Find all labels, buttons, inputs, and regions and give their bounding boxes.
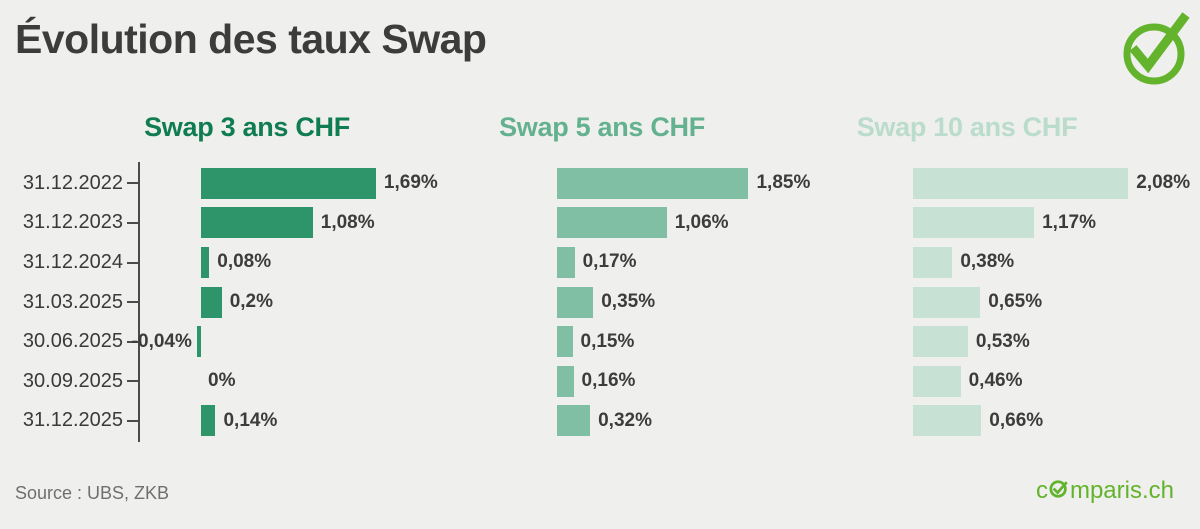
bar-value-label: 0,53% <box>975 330 1030 352</box>
date-label: 30.06.2025 <box>22 330 123 353</box>
bar-value-label: 0,35% <box>601 291 656 313</box>
bar <box>557 167 749 199</box>
bar-value-label: 0,17% <box>582 251 637 273</box>
axis-tick <box>127 182 139 185</box>
bar <box>201 167 376 199</box>
date-label: 30.09.2025 <box>22 369 123 392</box>
bar <box>913 326 968 358</box>
date-label: 31.12.2023 <box>22 211 123 234</box>
bar <box>201 405 216 437</box>
bar-value-label: 1,08% <box>320 211 375 233</box>
axis-tick <box>127 419 139 422</box>
bar-value-label: 1,85% <box>756 172 811 194</box>
category-axis-line <box>138 162 140 442</box>
axis-tick <box>127 301 139 304</box>
bar-value-label: 1,17% <box>1042 211 1096 233</box>
circle-check-small-icon <box>1049 479 1069 505</box>
date-label: 31.12.2024 <box>22 250 123 273</box>
logo-text-after: mparis.ch <box>1069 476 1174 504</box>
bar <box>913 167 1129 199</box>
bar <box>557 326 573 358</box>
series-header-swap-3ans: Swap 3 ans CHF <box>144 112 350 142</box>
bar <box>557 207 667 239</box>
logo-text-before: c <box>1035 476 1048 504</box>
bar-value-label: 0,16% <box>581 370 636 392</box>
bar-value-label: 0,14% <box>223 409 278 431</box>
bar <box>196 326 201 358</box>
bar-value-label: 1,69% <box>383 172 438 194</box>
bar <box>557 247 575 278</box>
axis-tick <box>127 340 139 343</box>
series-header-swap-10ans: Swap 10 ans CHF <box>856 112 1078 142</box>
bar <box>913 365 961 397</box>
date-label: 31.12.2025 <box>22 409 123 432</box>
bar-value-label: 0,08% <box>217 251 272 273</box>
page-title: Évolution des taux Swap <box>15 16 487 62</box>
bar-value-label: 1,06% <box>674 211 729 233</box>
bar <box>557 405 591 437</box>
axis-tick <box>127 221 139 224</box>
bar-value-label: 0% <box>208 370 236 392</box>
date-label: 31.03.2025 <box>22 290 123 313</box>
bar <box>201 247 210 278</box>
comparis-logo: c mparis.ch <box>1036 476 1174 505</box>
bar-value-label: 0,32% <box>598 409 652 431</box>
bar <box>557 365 574 397</box>
axis-tick <box>127 380 139 383</box>
source-note: Source : UBS, ZKB <box>15 483 170 503</box>
bar <box>201 207 313 239</box>
circle-check-icon <box>1112 10 1194 92</box>
bar <box>557 286 594 318</box>
bar-value-label: 0,15% <box>580 330 635 352</box>
bar-value-label: 0,2% <box>229 291 273 313</box>
date-label: 31.12.2022 <box>22 171 123 194</box>
bar-value-label: 0,66% <box>989 409 1044 431</box>
bar-value-label: 0,46% <box>968 370 1023 392</box>
bar-value-label: -0,04% <box>131 330 192 352</box>
bar <box>913 405 982 437</box>
bar <box>913 207 1035 239</box>
axis-tick <box>127 261 139 264</box>
bar-value-label: 2,08% <box>1136 172 1191 194</box>
bar <box>201 286 222 318</box>
series-header-swap-5ans: Swap 5 ans CHF <box>499 112 705 142</box>
bar-value-label: 0,65% <box>988 291 1043 313</box>
bar-value-label: 0,38% <box>960 251 1015 273</box>
bar <box>913 247 953 278</box>
bar <box>913 286 981 318</box>
